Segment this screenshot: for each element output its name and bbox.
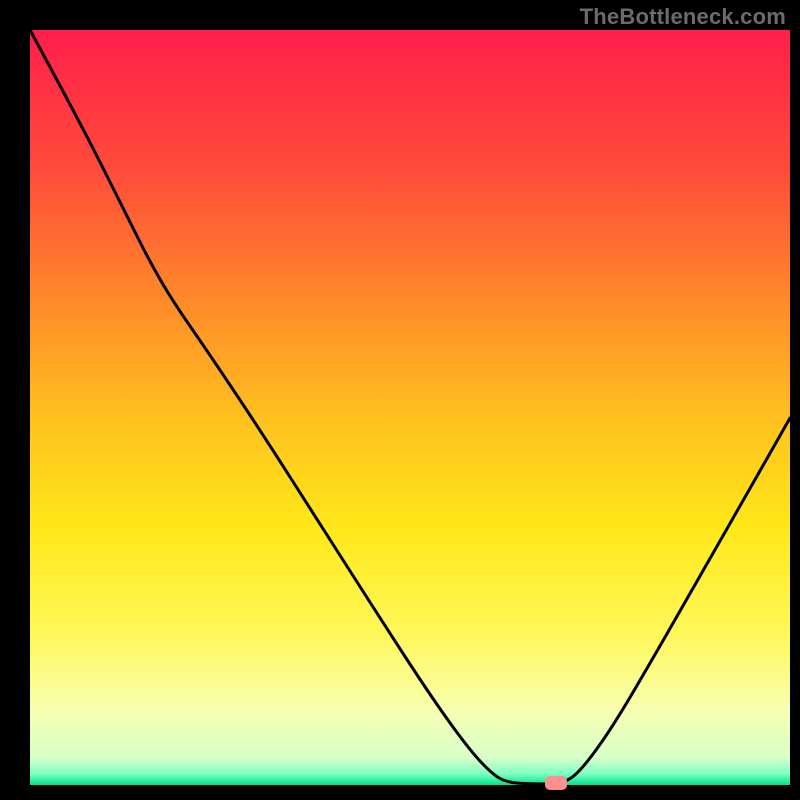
- plot-area: [30, 30, 790, 785]
- watermark-text: TheBottleneck.com: [580, 4, 786, 30]
- bottleneck-chart: TheBottleneck.com: [0, 0, 800, 800]
- optimal-marker: [545, 776, 567, 790]
